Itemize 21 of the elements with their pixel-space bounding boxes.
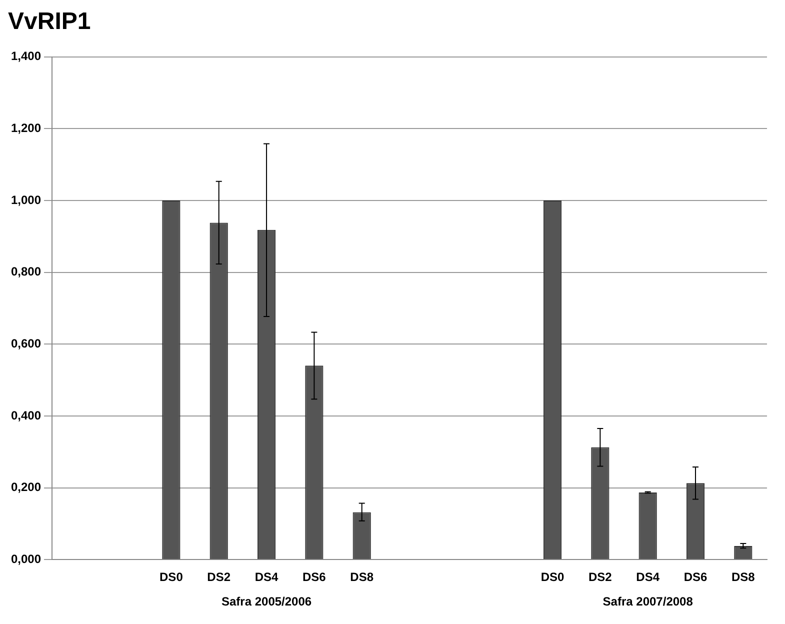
x-tick-label: DS0	[540, 570, 565, 584]
chart-title: VvRIP1	[8, 8, 91, 36]
y-tick-label: 1,400	[11, 49, 42, 64]
y-tick-label: 1,000	[11, 192, 42, 207]
x-tick-label: DS2	[588, 570, 612, 584]
x-tick-label: DS8	[731, 570, 756, 584]
x-tick-label: DS4	[254, 570, 279, 584]
x-tick-label: DS0	[160, 570, 184, 584]
y-tick-label: 0,000	[11, 552, 42, 566]
y-tick-label: 0,800	[11, 264, 42, 279]
y-tick-label: 1,200	[11, 120, 42, 135]
x-tick-label: DS6	[684, 570, 708, 584]
x-tick-label: DS8	[350, 570, 374, 584]
y-tick-label: 0,600	[11, 336, 42, 350]
text: Safra 2007/2008	[602, 594, 694, 608]
text: Safra 2005/2006	[221, 594, 312, 608]
y-tick-label: 0,400	[11, 408, 42, 422]
x-tick-label: DS2	[207, 570, 231, 584]
x-tick-label: DS6	[302, 570, 326, 584]
x-tick-label: DS4	[636, 570, 660, 584]
y-tick-label: 0,200	[11, 480, 42, 494]
